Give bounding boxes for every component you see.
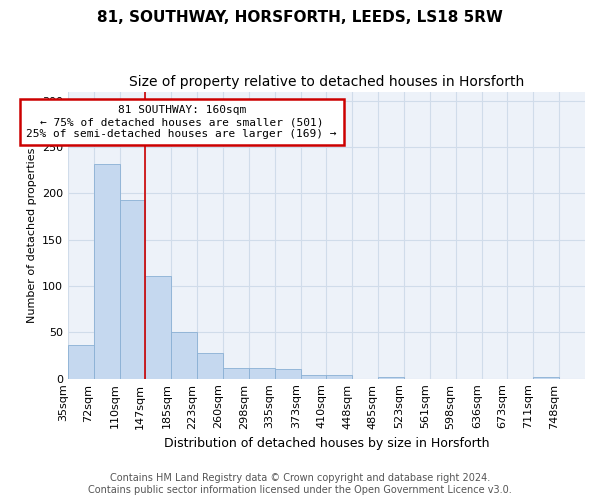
Y-axis label: Number of detached properties: Number of detached properties bbox=[26, 148, 37, 323]
Bar bbox=[197, 352, 223, 378]
Bar bbox=[94, 164, 120, 378]
Bar bbox=[145, 276, 172, 378]
Text: 81 SOUTHWAY: 160sqm
← 75% of detached houses are smaller (501)
25% of semi-detac: 81 SOUTHWAY: 160sqm ← 75% of detached ho… bbox=[26, 106, 337, 138]
Bar bbox=[533, 377, 559, 378]
Title: Size of property relative to detached houses in Horsforth: Size of property relative to detached ho… bbox=[129, 75, 524, 89]
Bar bbox=[172, 332, 197, 378]
Bar bbox=[223, 368, 249, 378]
Bar bbox=[68, 346, 94, 378]
Bar bbox=[275, 370, 301, 378]
Text: Contains HM Land Registry data © Crown copyright and database right 2024.
Contai: Contains HM Land Registry data © Crown c… bbox=[88, 474, 512, 495]
Text: 81, SOUTHWAY, HORSFORTH, LEEDS, LS18 5RW: 81, SOUTHWAY, HORSFORTH, LEEDS, LS18 5RW bbox=[97, 10, 503, 25]
Bar bbox=[120, 200, 145, 378]
Bar bbox=[301, 375, 326, 378]
X-axis label: Distribution of detached houses by size in Horsforth: Distribution of detached houses by size … bbox=[164, 437, 489, 450]
Bar bbox=[326, 375, 352, 378]
Bar bbox=[249, 368, 275, 378]
Bar bbox=[378, 377, 404, 378]
